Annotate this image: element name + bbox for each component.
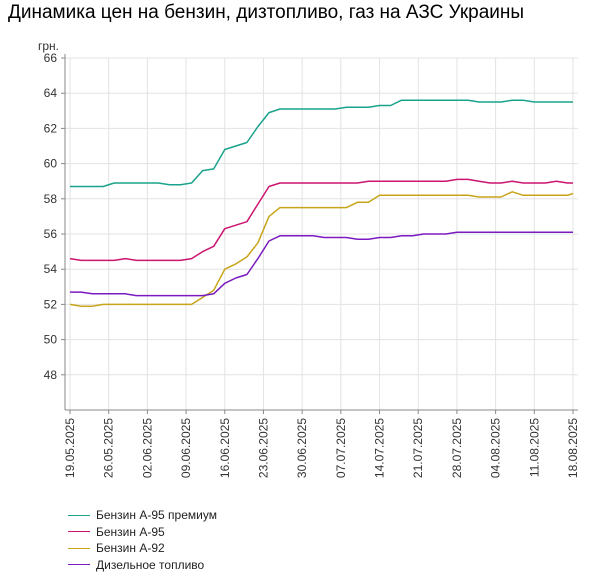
legend-label: Бензин А-95 премиум xyxy=(96,508,217,523)
series-line-1 xyxy=(70,99,573,188)
y-tick-label: 50 xyxy=(44,333,58,347)
x-tick-label: 30.06.2025 xyxy=(295,418,309,478)
y-axis-unit-label: грн. xyxy=(38,39,60,53)
x-tick-label: 21.07.2025 xyxy=(411,418,425,478)
grid-lines xyxy=(65,57,578,410)
x-tick-label: 07.07.2025 xyxy=(334,418,348,478)
series-line-3 xyxy=(69,191,574,307)
y-tick-label: 58 xyxy=(44,192,58,206)
y-tick-label: 48 xyxy=(44,368,58,382)
x-tick-label: 19.05.2025 xyxy=(63,418,77,478)
chart-title: Динамика цен на бензин, дизтопливо, газ … xyxy=(8,2,525,23)
axes xyxy=(61,54,578,414)
series-line-4 xyxy=(70,231,573,297)
x-tick-label: 04.08.2025 xyxy=(489,418,503,478)
x-tick-label: 26.05.2025 xyxy=(102,418,116,478)
x-tick-labels: 19.05.2025 26.05.2025 02.06.2025 09.06.2025… xyxy=(63,418,580,478)
y-tick-label: 52 xyxy=(44,297,58,311)
y-tick-label: 62 xyxy=(44,121,58,135)
y-tick-label: 54 xyxy=(44,262,58,276)
x-tick-label: 18.08.2025 xyxy=(566,418,580,478)
x-tick-label: 11.08.2025 xyxy=(527,418,541,477)
legend-label: Дизельное топливо xyxy=(96,557,205,572)
legend-item[interactable]: Дизельное топливо xyxy=(68,557,217,574)
x-tick-label: 09.06.2025 xyxy=(179,418,193,478)
y-tick-labels: 48 50 52 54 56 58 60 62 64 66 xyxy=(44,51,58,382)
legend-item[interactable]: Бензин А-92 xyxy=(68,540,217,557)
x-tick-label: 02.06.2025 xyxy=(140,418,154,478)
y-tick-label: 64 xyxy=(44,86,58,100)
x-tick-label: 23.06.2025 xyxy=(256,418,270,478)
legend-label: Бензин А-95 xyxy=(96,524,165,539)
x-tick-label: 28.07.2025 xyxy=(450,418,464,478)
y-tick-label: 60 xyxy=(44,157,58,171)
legend-item[interactable]: Бензин А-95 премиум xyxy=(68,507,217,524)
legend-swatch xyxy=(68,514,90,516)
x-tick-label: 16.06.2025 xyxy=(218,418,232,478)
line-chart: 48 50 52 54 56 58 60 62 64 66 19.05.2025 26.05.202… xyxy=(44,51,580,478)
legend: Бензин А-95 премиум Бензин А-95 Бензин А-9… xyxy=(68,507,217,573)
legend-swatch xyxy=(68,531,90,533)
y-tick-label: 66 xyxy=(44,51,58,65)
legend-swatch xyxy=(68,547,90,549)
legend-item[interactable]: Бензин А-95 xyxy=(68,524,217,541)
legend-label: Бензин А-92 xyxy=(96,541,165,556)
legend-swatch xyxy=(68,564,90,566)
series-lines xyxy=(69,99,574,307)
y-tick-label: 56 xyxy=(44,227,58,241)
series-line-2 xyxy=(69,178,573,262)
x-tick-label: 14.07.2025 xyxy=(373,418,387,478)
